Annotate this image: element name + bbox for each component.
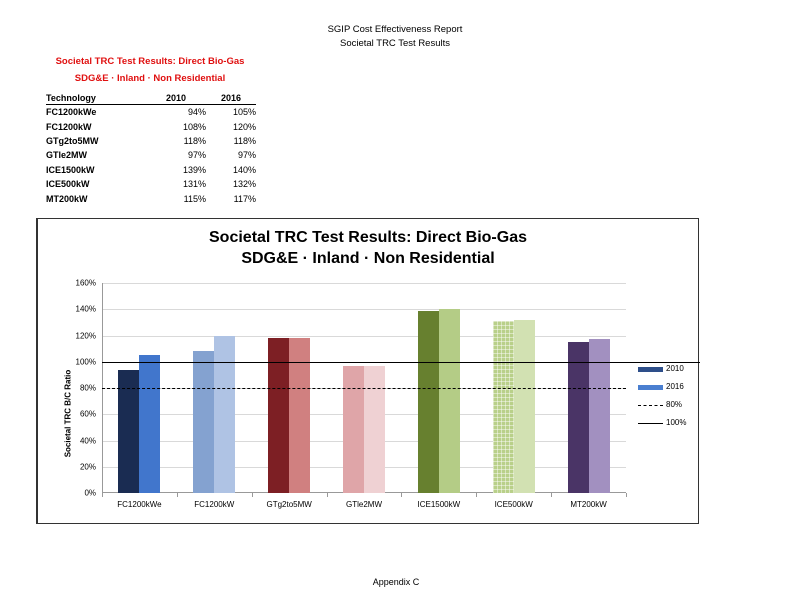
- x-tick-label: FC1200kW: [194, 500, 235, 509]
- x-tick: [102, 493, 103, 497]
- x-tick: [326, 493, 328, 497]
- cell-technology: FC1200kW: [46, 121, 92, 132]
- y-tick-label: 160%: [75, 278, 96, 288]
- bar-fc1200kw-2016: [214, 335, 236, 493]
- chart-container: Societal TRC Test Results: Direct Bio-Ga…: [36, 218, 700, 524]
- bar-ice1500kw-2010: [417, 310, 439, 493]
- table-header-row: Technology 2010 2016: [46, 91, 256, 105]
- legend-label: 2016: [666, 382, 684, 391]
- table-subtitle: SDG&E · Inland · Non Residential: [74, 73, 226, 84]
- report-title: SGIP Cost Effectiveness Report: [327, 24, 463, 35]
- legend-swatch: [638, 385, 663, 390]
- y-tick-label: 20%: [79, 462, 96, 472]
- cell-technology: FC1200kWe: [46, 107, 97, 118]
- x-tick: [626, 493, 627, 497]
- cell-2016: 105%: [232, 107, 256, 118]
- report-subtitle: Societal TRC Test Results: [340, 38, 450, 49]
- x-tick-label: ICE500kW: [494, 500, 533, 509]
- x-tick-label: ICE1500kW: [417, 500, 461, 509]
- cell-2010: 139%: [182, 164, 206, 175]
- bar-ice1500kw-2016: [438, 309, 460, 493]
- bar-gtle2mw-2016: [364, 365, 385, 493]
- chart-subtitle: SDG&E · Inland · Non Residential: [241, 250, 495, 267]
- page-footer: Appendix C: [372, 577, 420, 587]
- cell-technology: GTg2to5MW: [46, 135, 99, 146]
- reference-line-80: [102, 388, 626, 389]
- x-tick: [551, 493, 553, 497]
- legend-2016: 2016: [638, 382, 708, 394]
- results-table: Technology 2010 2016 FC1200kWe 94% 105% FC1…: [46, 91, 256, 206]
- table-row: FC1200kW 108% 120%: [46, 119, 256, 133]
- y-tick-label: 60%: [79, 409, 96, 419]
- x-tick-label: FC1200kWe: [117, 500, 162, 509]
- bar-gtg2to5mw-2010: [268, 338, 290, 493]
- legend-label: 80%: [666, 400, 683, 409]
- header-technology: Technology: [46, 91, 146, 105]
- y-tick-label: 120%: [75, 331, 96, 340]
- bar-fc1200kwe-2010: [118, 369, 140, 493]
- y-tick-label: 40%: [79, 436, 96, 445]
- y-tick-label: 100%: [75, 357, 96, 367]
- table-row: GTle2MW 97% 97%: [46, 148, 256, 162]
- cell-2016: 132%: [232, 179, 256, 190]
- cell-2010: 131%: [182, 179, 206, 190]
- bar-gtle2mw-2010: [343, 365, 364, 493]
- gridline: [102, 283, 626, 284]
- header-2016: 2016: [206, 91, 256, 105]
- y-tick-label: 80%: [79, 383, 96, 393]
- gridline: [102, 309, 626, 311]
- x-tick: [401, 493, 403, 497]
- x-tick: [251, 493, 253, 497]
- cell-2010: 118%: [183, 135, 206, 146]
- cell-2016: 117%: [233, 193, 256, 204]
- table-title: Societal TRC Test Results: Direct Bio-Ga…: [55, 56, 245, 67]
- table-row: FC1200kWe 94% 105%: [46, 105, 256, 120]
- bar-ice500kw-2010: [492, 321, 514, 493]
- bar-mt200kw-2016: [588, 339, 610, 493]
- table-row: GTg2to5MW 118% 118%: [46, 134, 256, 148]
- header-2010: 2010: [146, 91, 206, 105]
- legend-label: 100%: [666, 418, 687, 427]
- bar-gtg2to5mw-2016: [289, 338, 311, 493]
- reference-line-100: [102, 361, 700, 363]
- cell-2010: 94%: [187, 107, 206, 118]
- cell-2010: 97%: [187, 150, 206, 161]
- bar-ice500kw-2016: [513, 319, 535, 493]
- legend-2010: 2010: [638, 364, 708, 376]
- cell-2016: 97%: [237, 150, 256, 161]
- gridline: [102, 335, 626, 337]
- cell-2016: 120%: [232, 121, 256, 132]
- legend-80: 80%: [638, 400, 708, 412]
- legend-line: [638, 423, 663, 424]
- cell-technology: GTle2MW: [46, 150, 88, 161]
- x-tick-label: MT200kW: [570, 500, 607, 509]
- cell-2016: 140%: [232, 164, 256, 175]
- x-tick-label: GTg2to5MW: [266, 500, 312, 509]
- cell-2010: 115%: [183, 193, 206, 204]
- y-tick-label: 140%: [75, 304, 96, 314]
- chart-title: Societal TRC Test Results: Direct Bio-Ga…: [209, 229, 527, 246]
- legend-label: 2010: [666, 364, 684, 373]
- x-tick: [476, 493, 478, 497]
- cell-technology: ICE1500kW: [46, 164, 95, 175]
- legend-swatch: [638, 367, 663, 372]
- bar-mt200kw-2010: [567, 342, 589, 493]
- legend-line: [638, 405, 663, 406]
- plot-area: 0% 20% 40% 60% 80% 100% 120% 140% 160% FC1200kWe F…: [76, 279, 700, 509]
- cell-technology: MT200kW: [46, 193, 88, 204]
- table-row: MT200kW 115% 117%: [46, 191, 256, 205]
- table-row: ICE500kW 131% 132%: [46, 177, 256, 191]
- cell-2016: 118%: [233, 135, 256, 146]
- bar-fc1200kw-2010: [193, 351, 215, 493]
- x-tick-label: GTle2MW: [346, 500, 382, 509]
- x-tick: [176, 493, 178, 497]
- legend-100: 100%: [638, 418, 708, 430]
- cell-2010: 108%: [182, 121, 206, 132]
- table-row: ICE1500kW 139% 140%: [46, 163, 256, 177]
- y-tick-label: 0%: [84, 488, 96, 498]
- bar-fc1200kwe-2016: [139, 355, 161, 493]
- cell-technology: ICE500kW: [46, 179, 90, 190]
